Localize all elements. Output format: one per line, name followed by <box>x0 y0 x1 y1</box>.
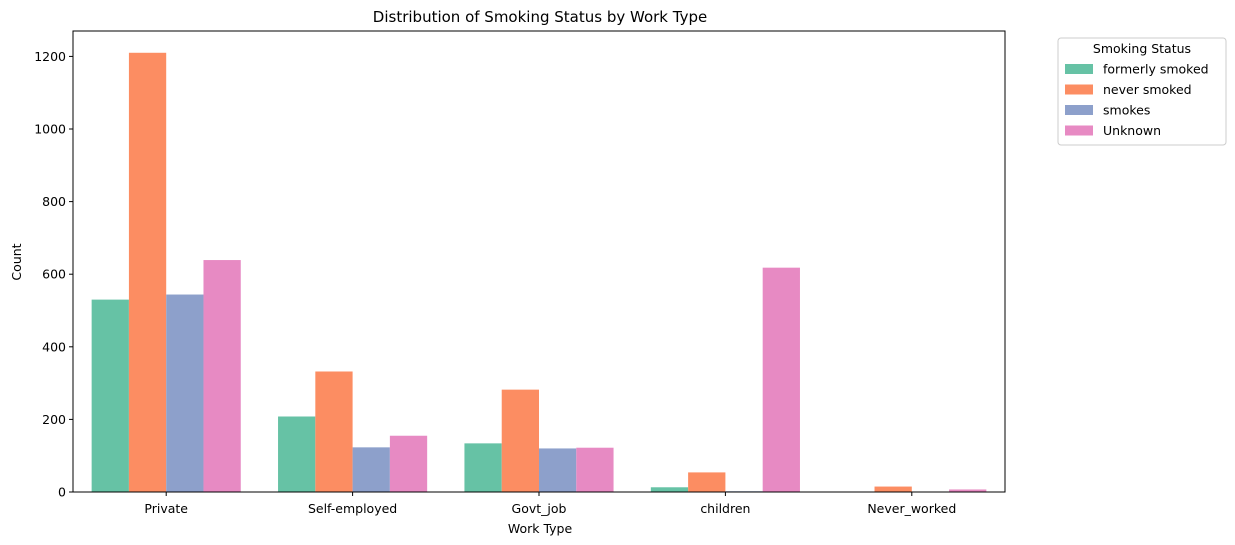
y-tick-label: 400 <box>42 339 66 354</box>
bar <box>464 443 502 492</box>
x-tick-label: Private <box>144 501 188 516</box>
bars-group <box>91 52 987 492</box>
legend-frame <box>1057 37 1227 146</box>
legend: Smoking Status formerly smoked never smok… <box>1057 37 1227 146</box>
bar <box>389 435 428 492</box>
legend-label: never smoked <box>1103 82 1192 97</box>
bar <box>352 447 390 492</box>
y-tick-label: 0 <box>58 485 66 500</box>
bar <box>688 472 726 492</box>
y-tick-label: 800 <box>42 194 66 209</box>
x-tick-label: children <box>700 501 750 516</box>
y-tick-label: 1000 <box>34 122 66 137</box>
x-tick-label: Never_worked <box>867 501 956 516</box>
x-axis-label: Work Type <box>508 521 573 536</box>
legend-label: Unknown <box>1103 123 1161 138</box>
y-tick-label: 1200 <box>34 49 66 64</box>
legend-swatch <box>1065 64 1093 74</box>
y-axis-label: Count <box>9 243 24 280</box>
bar <box>91 299 129 492</box>
y-tick-label: 600 <box>42 267 66 282</box>
bar <box>650 487 689 492</box>
bar <box>128 52 167 492</box>
bar <box>315 371 353 492</box>
bar <box>576 447 614 492</box>
y-tick-label: 200 <box>42 412 66 427</box>
bar <box>166 294 204 492</box>
legend-title: Smoking Status <box>1093 41 1191 56</box>
chart-title: Distribution of Smoking Status by Work T… <box>373 8 707 26</box>
legend-swatch <box>1065 84 1093 95</box>
legend-label: smokes <box>1103 103 1150 118</box>
bar <box>949 489 987 492</box>
bar <box>874 486 912 492</box>
legend-swatch <box>1065 105 1093 115</box>
bar <box>203 260 241 492</box>
legend-swatch <box>1065 125 1093 136</box>
bar <box>539 448 577 492</box>
bar <box>278 416 316 492</box>
bar <box>762 267 800 492</box>
x-tick-label: Govt_job <box>512 501 567 516</box>
legend-label: formerly smoked <box>1103 62 1209 77</box>
x-tick-label: Self-employed <box>308 501 397 516</box>
y-axis: 0 200 400 600 800 1000 1200 <box>34 49 73 500</box>
x-axis: Private Self-employed Govt_job children Neve… <box>144 492 956 516</box>
bar <box>501 389 539 492</box>
